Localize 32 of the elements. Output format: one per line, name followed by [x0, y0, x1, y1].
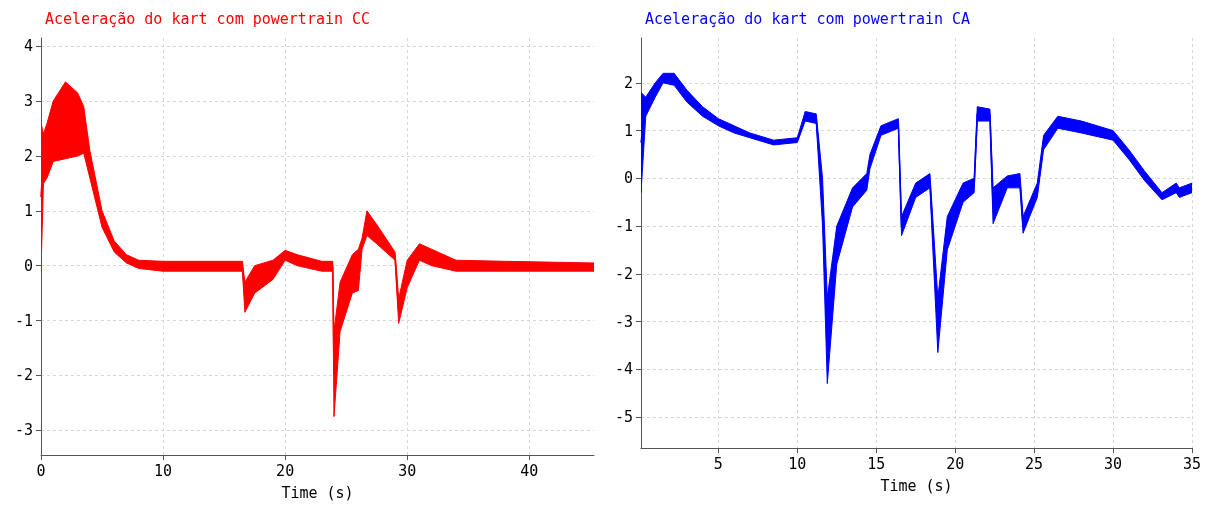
- y-tick-label: 1: [23, 201, 33, 220]
- x-tick-label: 10: [154, 461, 173, 480]
- y-tick-label: -2: [614, 264, 633, 283]
- x-tick-label: 15: [867, 454, 886, 473]
- y-tick-label: -4: [614, 360, 633, 379]
- x-tick-label: 40: [520, 461, 539, 480]
- x-tick-label: 10: [788, 454, 807, 473]
- x-axis-title: Time (s): [880, 476, 953, 495]
- y-tick-label: 2: [623, 73, 633, 92]
- y-tick-label: 1: [623, 121, 633, 140]
- y-tick-label: -1: [614, 217, 633, 236]
- x-tick-label: 0: [36, 461, 46, 480]
- y-tick-label: -5: [614, 407, 633, 426]
- x-tick-label: 30: [1104, 454, 1123, 473]
- y-tick-label: 0: [623, 169, 633, 188]
- x-tick-label: 25: [1025, 454, 1044, 473]
- y-tick-label: -3: [14, 421, 33, 440]
- x-axis-title: Time (s): [281, 483, 354, 502]
- chart-title: Aceleração do kart com powertrain CC: [45, 9, 371, 28]
- y-tick-label: 3: [23, 92, 33, 111]
- y-tick-label: -1: [14, 311, 33, 330]
- x-tick-label: 20: [276, 461, 295, 480]
- y-tick-label: 2: [23, 146, 33, 165]
- x-tick-label: 5: [713, 454, 723, 473]
- y-tick-label: -2: [14, 366, 33, 385]
- x-tick-label: 20: [946, 454, 965, 473]
- x-tick-label: 30: [398, 461, 417, 480]
- y-tick-label: 0: [23, 256, 33, 275]
- x-tick-label: 35: [1182, 454, 1202, 473]
- y-tick-label: -3: [614, 312, 633, 331]
- y-tick-label: 4: [23, 37, 33, 56]
- chart-title: Aceleração do kart com powertrain CA: [645, 9, 971, 28]
